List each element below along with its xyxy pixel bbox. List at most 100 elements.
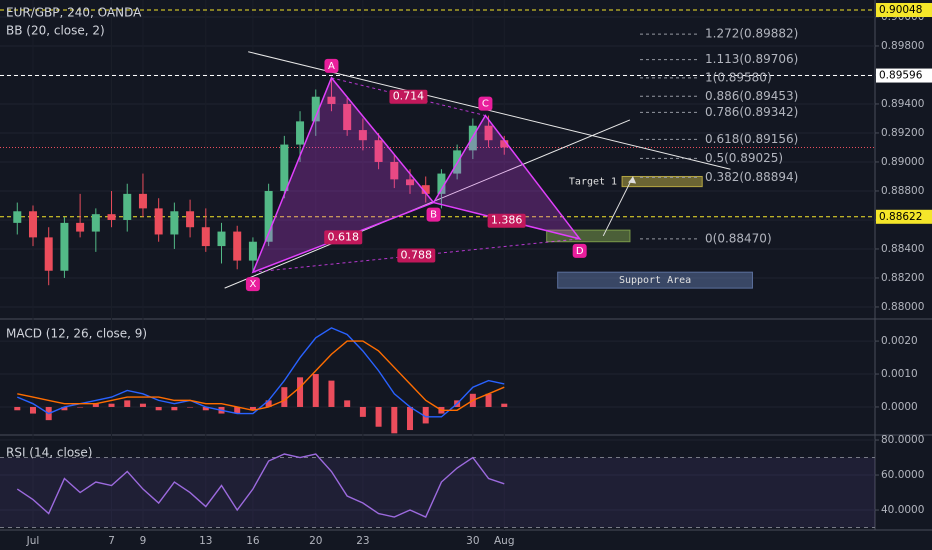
fib-label: 0.5(0.89025) (705, 151, 783, 165)
candle-body (13, 211, 22, 223)
histogram-bar (297, 377, 304, 407)
x-tick-label: 7 (108, 535, 115, 547)
x-tick-label: Aug (494, 535, 515, 547)
point-box (245, 277, 260, 292)
level-label-box (876, 68, 932, 83)
x-tick-label: Jul (26, 535, 40, 547)
point-box (572, 243, 587, 258)
ratio-box (397, 248, 436, 263)
y-tick-label: 0.0010 (881, 368, 918, 380)
point-label: X (249, 279, 256, 290)
y-tick-label: 40.0000 (881, 504, 924, 516)
point-label: D (576, 246, 584, 257)
y-tick-label: 0.89200 (881, 127, 924, 139)
histogram-bar (375, 406, 382, 427)
ratio-label: 0.714 (393, 90, 425, 103)
candle-body (406, 179, 415, 186)
candle-body (421, 185, 430, 194)
candle-body (264, 190, 273, 242)
histogram-bar (61, 406, 68, 411)
zone (621, 175, 703, 188)
candle-body (201, 227, 210, 247)
point-box (478, 96, 493, 111)
indicator-title: BB (20, close, 2) (6, 24, 105, 38)
series-line (17, 340, 505, 411)
y-tick-label: 0.88800 (881, 185, 924, 197)
ratio-box (487, 213, 526, 228)
x-tick-label: 20 (309, 535, 322, 547)
fib-label: 0.382(0.88894) (705, 170, 798, 184)
y-tick-label: 0.89800 (881, 40, 924, 52)
y-tick-label: 0.88400 (881, 243, 924, 255)
histogram-bar (391, 406, 398, 434)
rsi-band (0, 457, 875, 528)
x-tick-label: 9 (140, 535, 147, 547)
histogram-bar (155, 406, 162, 411)
trend-line (224, 119, 631, 289)
x-tick-label: 23 (356, 535, 369, 547)
candle-body (91, 214, 100, 232)
candle-body (217, 231, 226, 247)
level-label: 0.88622 (879, 211, 922, 223)
histogram-bar (485, 393, 492, 407)
histogram-bar (108, 403, 115, 407)
y-tick-label: 80.0000 (881, 434, 924, 446)
histogram-bar (187, 406, 194, 408)
candle-body (248, 241, 257, 261)
point-box (426, 207, 441, 222)
fib-label: 1(0.89580) (705, 70, 772, 84)
candle-body (154, 208, 163, 235)
plot: Target 1 Support Area 0.714 0.618 1.386 0.788… (0, 9, 879, 529)
histogram-bar (407, 406, 414, 431)
candle-body (138, 193, 147, 209)
fib-label: 0.786(0.89342) (705, 105, 798, 119)
histogram-bar (328, 380, 335, 407)
y-tick-label: 0.89000 (881, 156, 924, 168)
histogram-bar (202, 406, 209, 411)
y-tick-label: 0.0000 (881, 401, 918, 413)
histogram-bar (501, 403, 508, 407)
fib-label: 1.113(0.89706) (705, 52, 798, 66)
candle-body (186, 211, 195, 228)
macd-title: MACD (12, 26, close, 9) (6, 327, 147, 341)
histogram-bar (359, 406, 366, 417)
point-label: A (328, 61, 335, 72)
fib-label: 0.618(0.89156) (705, 132, 798, 146)
candle-body (44, 237, 53, 271)
series-line (17, 327, 505, 418)
arrow (602, 176, 634, 237)
symbol-title: EUR/GBP, 240, OANDA (6, 6, 142, 20)
point-label: B (430, 210, 437, 221)
histogram-bar (171, 406, 178, 411)
x-tick-label: 13 (199, 535, 212, 547)
histogram-bar (92, 403, 99, 407)
ratio-box (324, 230, 363, 245)
ratio-label: 0.618 (327, 230, 359, 243)
candle-body (374, 140, 383, 162)
pattern-ratio-line (433, 202, 580, 240)
fib-label: 1.272(0.89882) (705, 27, 798, 41)
candle-body (233, 231, 242, 261)
y-tick-label: 0.88000 (881, 301, 924, 313)
zone (557, 271, 753, 289)
level-label: 0.89596 (879, 70, 923, 82)
y-tick-label: 60.0000 (881, 469, 924, 481)
candle-body (170, 211, 179, 235)
x-tick-label: 30 (466, 535, 479, 547)
histogram-bar (29, 406, 36, 414)
point-label: C (482, 99, 489, 110)
candle-body (343, 103, 352, 131)
point-box (324, 58, 339, 73)
ratio-label: 0.788 (401, 249, 433, 262)
y-tick-label: 0.89400 (881, 98, 924, 110)
candle-body (107, 214, 116, 220)
histogram-bar (422, 406, 429, 424)
candle-body (437, 173, 446, 194)
ratio-box (389, 89, 428, 104)
histogram-bar (139, 403, 146, 407)
candle-body (60, 222, 69, 271)
x-tick-label: 16 (246, 535, 260, 547)
zone (546, 229, 631, 243)
histogram-bar (234, 406, 241, 414)
